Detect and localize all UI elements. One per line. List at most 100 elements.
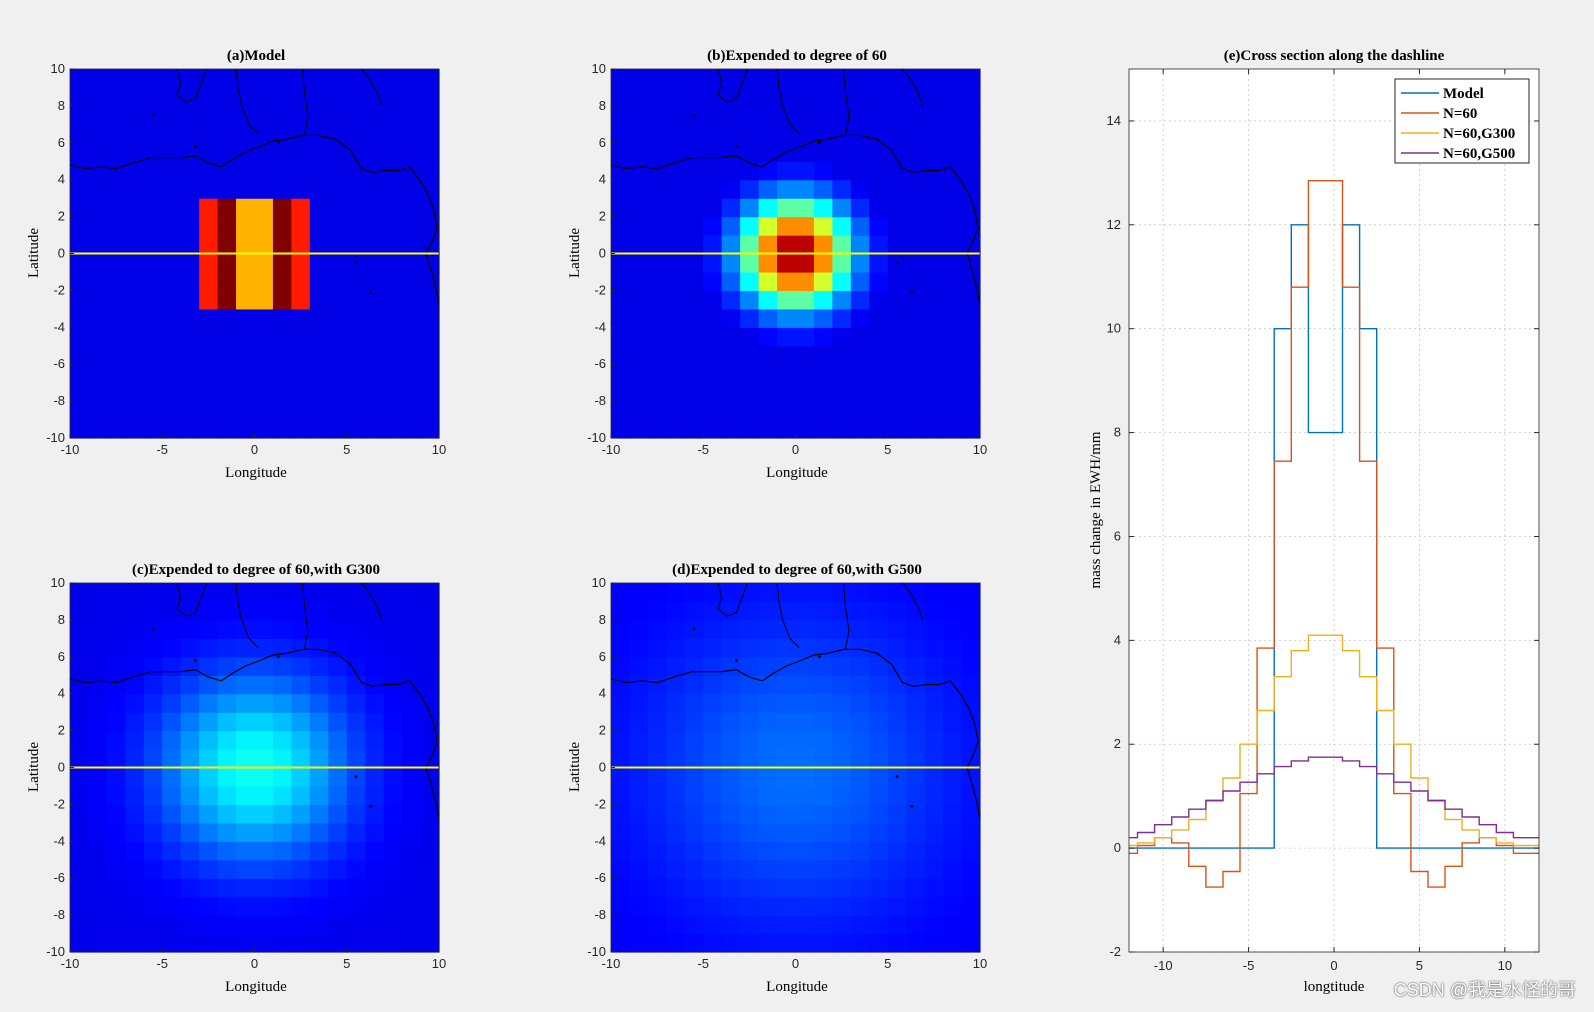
heatmap-cell	[180, 841, 200, 861]
heatmap-cell	[217, 601, 237, 621]
heatmap-cell	[272, 308, 292, 328]
heatmap-cell	[383, 804, 403, 824]
heatmap-cell	[850, 619, 870, 639]
heatmap-cell	[758, 382, 778, 402]
heatmap-cell	[647, 822, 667, 842]
heatmap-cell	[199, 253, 219, 273]
heatmap-cell	[721, 401, 741, 421]
heatmap-cell	[887, 878, 907, 898]
heatmap-cell	[125, 675, 145, 695]
y-tick-label: -4	[594, 319, 606, 334]
heatmap-cell	[666, 601, 686, 621]
heatmap-cell	[402, 216, 422, 236]
heatmap-cell	[125, 915, 145, 935]
heatmap-cell	[143, 69, 163, 89]
heatmap-cell	[647, 712, 667, 732]
heatmap-cell	[666, 638, 686, 658]
heatmap-cell	[291, 179, 311, 199]
coastline-island	[818, 655, 821, 659]
heatmap-cell	[795, 382, 815, 402]
heatmap-cell	[291, 675, 311, 695]
heatmap-cell	[832, 345, 852, 365]
heatmap-cell	[611, 382, 631, 402]
heatmap-cell	[217, 345, 237, 365]
heatmap-cell	[291, 656, 311, 676]
heatmap-cell	[70, 308, 90, 328]
heatmap-cell	[402, 656, 422, 676]
heatmap-cell	[143, 124, 163, 144]
heatmap-cell	[125, 105, 145, 125]
heatmap-cell	[850, 583, 870, 603]
heatmap-cell	[703, 915, 723, 935]
heatmap-cell	[272, 253, 292, 273]
heatmap-cell	[106, 364, 126, 384]
heatmap-cell	[199, 841, 219, 861]
heatmap-cell	[199, 69, 219, 89]
heatmap-cell	[758, 619, 778, 639]
heatmap-cell	[383, 87, 403, 107]
heatmap-cell	[777, 69, 797, 89]
heatmap-cell	[795, 656, 815, 676]
heatmap-cell	[795, 638, 815, 658]
heatmap-cell	[309, 712, 329, 732]
heatmap-cell	[961, 822, 981, 842]
heatmap-cell	[924, 712, 944, 732]
heatmap-cell	[684, 933, 704, 953]
heatmap-cell	[402, 327, 422, 347]
heatmap-cell	[217, 253, 237, 273]
heatmap-cell	[740, 822, 760, 842]
heatmap-cell	[143, 878, 163, 898]
heatmap-cell	[924, 619, 944, 639]
heatmap-cell	[703, 142, 723, 162]
heatmap-cell	[383, 601, 403, 621]
heatmap-cell	[647, 271, 667, 291]
heatmap-cell	[272, 419, 292, 439]
heatmap-cell	[647, 675, 667, 695]
heatmap-cell	[254, 730, 274, 750]
heatmap-cell	[943, 345, 963, 365]
heatmap-cell	[365, 619, 385, 639]
heatmap-cell	[629, 364, 649, 384]
x-tick-label: 10	[973, 442, 987, 457]
heatmap-cell	[777, 638, 797, 658]
heatmap-cell	[611, 290, 631, 310]
heatmap-cell	[611, 656, 631, 676]
heatmap-cell	[850, 419, 870, 439]
heatmap-cell	[162, 216, 182, 236]
heatmap-cell	[106, 308, 126, 328]
y-tick-label: 4	[599, 172, 606, 187]
heatmap-cell	[291, 712, 311, 732]
heatmap-cell	[850, 859, 870, 879]
series-line-n-60-g300	[1129, 634, 1539, 847]
heatmap-cell	[758, 271, 778, 291]
heatmap-cell	[703, 290, 723, 310]
heatmap-cell	[291, 878, 311, 898]
coastline-island	[151, 627, 155, 631]
heatmap-cell	[143, 859, 163, 879]
heatmap-cell	[180, 124, 200, 144]
heatmap-cell	[703, 749, 723, 769]
heatmap-cell	[162, 656, 182, 676]
heatmap-cell	[703, 419, 723, 439]
heatmap-cell	[328, 235, 348, 255]
heatmap-cell	[647, 859, 667, 879]
heatmap-cell	[88, 161, 108, 181]
heatmap-cell	[740, 785, 760, 805]
heatmap-cell	[611, 730, 631, 750]
heatmap-cell	[777, 730, 797, 750]
heatmap-cell	[106, 105, 126, 125]
heatmap-cell	[850, 271, 870, 291]
heatmap-cell	[629, 198, 649, 218]
heatmap-cell	[143, 583, 163, 603]
heatmap-cell	[309, 933, 329, 953]
heatmap-cell	[162, 804, 182, 824]
heatmap-cell	[777, 271, 797, 291]
heatmap-cell	[365, 124, 385, 144]
heatmap-cell	[832, 712, 852, 732]
panel-d-g500: (d)Expended to degree of 60,with G500 -1…	[567, 562, 987, 995]
heatmap-cell	[125, 308, 145, 328]
heatmap-cell	[272, 142, 292, 162]
heatmap-cell	[740, 419, 760, 439]
heatmap-cell	[402, 179, 422, 199]
heatmap-cell	[906, 841, 926, 861]
